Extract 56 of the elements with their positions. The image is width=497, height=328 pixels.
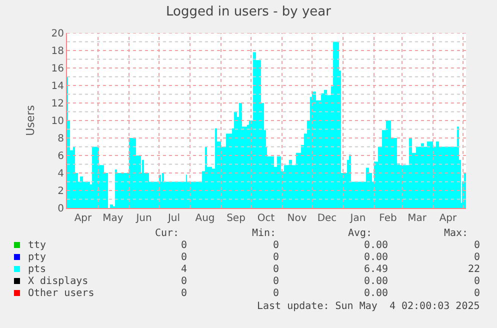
y-tick-label: 16 (51, 64, 64, 74)
x-tick-label: Sep (226, 213, 246, 224)
text: 0 (273, 240, 280, 251)
y-tick-label: 20 (51, 28, 64, 40)
text: 0.00 (364, 276, 388, 287)
x-tick-label: Apr (74, 213, 93, 224)
text: Cur: (155, 228, 180, 239)
y-tick-label: 6 (58, 151, 64, 162)
text: 0.00 (364, 288, 388, 299)
text: 0 (273, 288, 280, 299)
legend-label: X displays (28, 276, 88, 287)
text: 0 (273, 252, 280, 263)
legend-label: tty (28, 240, 46, 251)
text: 6.49 (364, 264, 388, 275)
y-tick-label: 14 (51, 81, 64, 92)
x-tick-label: Oct (257, 213, 275, 224)
legend-label: pty (28, 252, 46, 263)
x-tick-label: Dec (317, 213, 337, 224)
y-tick-label: 10 (51, 116, 64, 127)
x-tick-label: Nov (287, 213, 307, 224)
text: 0 (273, 276, 280, 287)
text: Avg: (348, 228, 372, 239)
y-tick-label: 12 (51, 98, 64, 110)
y-tick-label: 0 (58, 204, 64, 214)
y-axis-title: Users (24, 104, 37, 136)
x-tick-label: Jul (166, 213, 180, 224)
legend-label: pts (28, 264, 46, 275)
text: 0 (474, 288, 480, 299)
text: 0.00 (364, 240, 388, 251)
x-tick-label: Feb (379, 213, 397, 224)
y-tick-label: 18 (51, 46, 64, 57)
x-tick-label: Apr (439, 213, 458, 224)
x-tick-label: Jun (135, 213, 152, 224)
text: Max: (444, 228, 468, 239)
x-tick-label: May (102, 213, 124, 224)
y-tick-label: 2 (58, 186, 64, 197)
text: 0 (474, 252, 480, 263)
x-tick-label: Aug (195, 213, 215, 224)
y-tick-label: 8 (58, 134, 64, 144)
text: 0 (181, 240, 188, 251)
text: 0 (181, 252, 188, 263)
text: 0 (474, 276, 480, 287)
text: 0.00 (364, 252, 388, 263)
x-tick-label: Jan (349, 213, 366, 224)
text: 22 (468, 264, 480, 275)
text: 0 (181, 288, 188, 299)
text: 0 (474, 240, 480, 251)
text: Min: (252, 228, 276, 239)
y-tick-label: 4 (58, 168, 64, 180)
x-tick-label: Mar (408, 213, 428, 224)
text: 4 (181, 264, 188, 275)
chart-title: Logged in users - by year (166, 4, 332, 20)
text: 0 (181, 276, 188, 287)
text: Last update: Sun May 4 02:00:03 2025 (257, 301, 480, 312)
legend-label: Other users (28, 288, 94, 299)
text: 0 (273, 264, 280, 275)
